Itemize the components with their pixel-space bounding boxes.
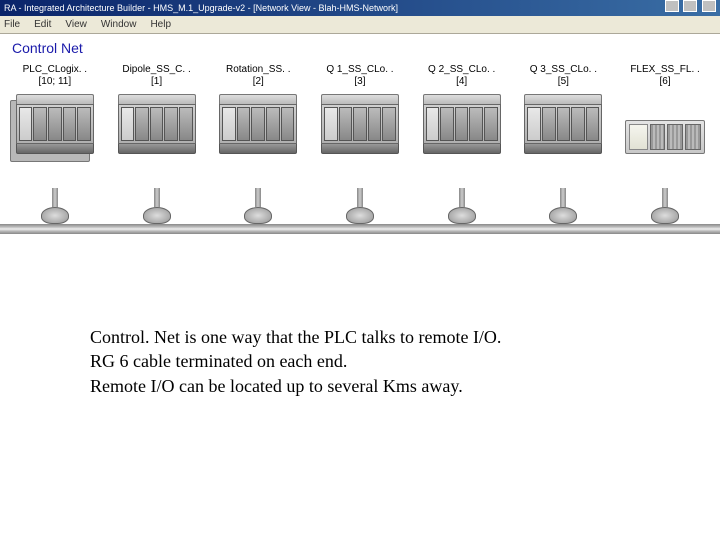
menu-item-edit[interactable]: Edit bbox=[34, 19, 51, 30]
rack-device bbox=[524, 94, 602, 154]
rack-device bbox=[219, 94, 297, 154]
network-tap bbox=[549, 188, 577, 224]
node-label-bottom: [3] bbox=[313, 76, 407, 88]
menu-bar: File Edit View Window Help bbox=[0, 16, 720, 34]
node-label-top: PLC_CLogix. . bbox=[8, 64, 102, 76]
menu-item-window[interactable]: Window bbox=[101, 19, 137, 30]
node-label: Q 1_SS_CLo. .[3] bbox=[313, 64, 407, 90]
network-title: Control Net bbox=[0, 34, 720, 64]
node-label-bottom: [1] bbox=[110, 76, 204, 88]
flex-io-device bbox=[625, 120, 705, 154]
network-nodes: PLC_CLogix. .[10; 11] Dipole_SS_C. .[1] Ro… bbox=[0, 64, 720, 154]
network-tap bbox=[651, 188, 679, 224]
node-label-bottom: [4] bbox=[415, 76, 509, 88]
network-node[interactable]: Dipole_SS_C. .[1] bbox=[110, 64, 204, 154]
maximize-button[interactable] bbox=[683, 0, 697, 12]
network-tap bbox=[448, 188, 476, 224]
network-tap bbox=[346, 188, 374, 224]
node-label: Q 3_SS_CLo. .[5] bbox=[516, 64, 610, 90]
network-node[interactable]: Rotation_SS. .[2] bbox=[211, 64, 305, 154]
rack-device bbox=[16, 94, 94, 154]
caption-line-3: Remote I/O can be located up to several … bbox=[90, 374, 501, 398]
node-label: PLC_CLogix. .[10; 11] bbox=[8, 64, 102, 90]
rack-device bbox=[321, 94, 399, 154]
node-label: Rotation_SS. .[2] bbox=[211, 64, 305, 90]
node-label: Q 2_SS_CLo. .[4] bbox=[415, 64, 509, 90]
node-label-top: FLEX_SS_FL. . bbox=[618, 64, 712, 76]
network-node[interactable]: PLC_CLogix. .[10; 11] bbox=[8, 64, 102, 154]
network-tap bbox=[244, 188, 272, 224]
network-tap bbox=[41, 188, 69, 224]
window-controls bbox=[663, 0, 716, 17]
menu-item-file[interactable]: File bbox=[4, 19, 20, 30]
node-label-top: Rotation_SS. . bbox=[211, 64, 305, 76]
menu-item-help[interactable]: Help bbox=[150, 19, 171, 30]
node-label-bottom: [2] bbox=[211, 76, 305, 88]
network-bus bbox=[0, 224, 720, 234]
node-label-bottom: [5] bbox=[516, 76, 610, 88]
node-label: Dipole_SS_C. .[1] bbox=[110, 64, 204, 90]
close-button[interactable] bbox=[702, 0, 716, 12]
node-label-top: Q 3_SS_CLo. . bbox=[516, 64, 610, 76]
menu-item-view[interactable]: View bbox=[65, 19, 87, 30]
node-label: FLEX_SS_FL. .[6] bbox=[618, 64, 712, 90]
node-label-bottom: [10; 11] bbox=[8, 76, 102, 88]
network-tap bbox=[143, 188, 171, 224]
rack-device bbox=[118, 94, 196, 154]
window-title: RA - Integrated Architecture Builder - H… bbox=[4, 0, 398, 16]
rack-device bbox=[423, 94, 501, 154]
network-node[interactable]: Q 2_SS_CLo. .[4] bbox=[415, 64, 509, 154]
title-bar: RA - Integrated Architecture Builder - H… bbox=[0, 0, 720, 16]
network-node[interactable]: Q 1_SS_CLo. .[3] bbox=[313, 64, 407, 154]
caption-line-2: RG 6 cable terminated on each end. bbox=[90, 349, 501, 373]
node-label-top: Dipole_SS_C. . bbox=[110, 64, 204, 76]
node-label-top: Q 1_SS_CLo. . bbox=[313, 64, 407, 76]
caption-block: Control. Net is one way that the PLC tal… bbox=[90, 325, 501, 398]
caption-line-1: Control. Net is one way that the PLC tal… bbox=[90, 325, 501, 349]
network-node[interactable]: FLEX_SS_FL. .[6] bbox=[618, 64, 712, 154]
node-label-bottom: [6] bbox=[618, 76, 712, 88]
network-node[interactable]: Q 3_SS_CLo. .[5] bbox=[516, 64, 610, 154]
minimize-button[interactable] bbox=[665, 0, 679, 12]
network-diagram: PLC_CLogix. .[10; 11] Dipole_SS_C. .[1] Ro… bbox=[0, 64, 720, 264]
node-label-top: Q 2_SS_CLo. . bbox=[415, 64, 509, 76]
